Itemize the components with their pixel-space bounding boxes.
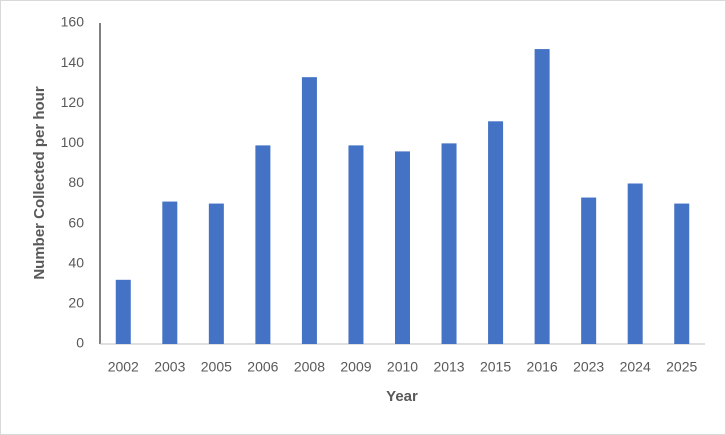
y-tick-label: 120: [61, 94, 85, 110]
bar: [534, 49, 550, 345]
bar: [348, 145, 364, 344]
y-tick-label: 40: [68, 254, 84, 270]
bar: [301, 77, 317, 344]
x-tick-label: 2009: [340, 359, 371, 375]
y-tick-label: 60: [68, 214, 84, 230]
x-tick-label: 2005: [201, 359, 232, 375]
y-tick-label: 20: [68, 295, 84, 311]
bar: [255, 145, 271, 344]
x-tick-label: 2010: [387, 359, 418, 375]
bar: [488, 121, 504, 345]
bar: [115, 279, 131, 344]
x-tick-label: 2013: [433, 359, 464, 375]
x-tick-label: 2006: [247, 359, 278, 375]
bar: [395, 151, 410, 344]
x-tick-label: 2002: [108, 359, 139, 375]
x-tick-label: 2023: [573, 359, 604, 375]
y-tick-label: 160: [61, 14, 85, 30]
bar: [674, 203, 690, 344]
y-tick-label: 80: [68, 174, 84, 190]
bar: [162, 201, 178, 344]
x-tick-label: 2016: [527, 359, 558, 375]
y-tick-label: 140: [61, 54, 85, 70]
bar: [208, 203, 224, 344]
x-tick-label: 2008: [294, 359, 325, 375]
x-tick-label: 2024: [620, 359, 651, 375]
bar: [627, 183, 643, 344]
bar: [581, 197, 597, 344]
y-tick-label: 0: [76, 335, 84, 351]
x-tick-label: 2015: [480, 359, 511, 375]
y-tick-label: 100: [61, 134, 85, 150]
bar: [441, 143, 457, 344]
y-axis-title: Number Collected per hour: [31, 86, 48, 280]
x-tick-label: 2003: [154, 359, 185, 375]
x-tick-label: 2025: [666, 359, 697, 375]
x-axis-title: Year: [386, 388, 418, 405]
